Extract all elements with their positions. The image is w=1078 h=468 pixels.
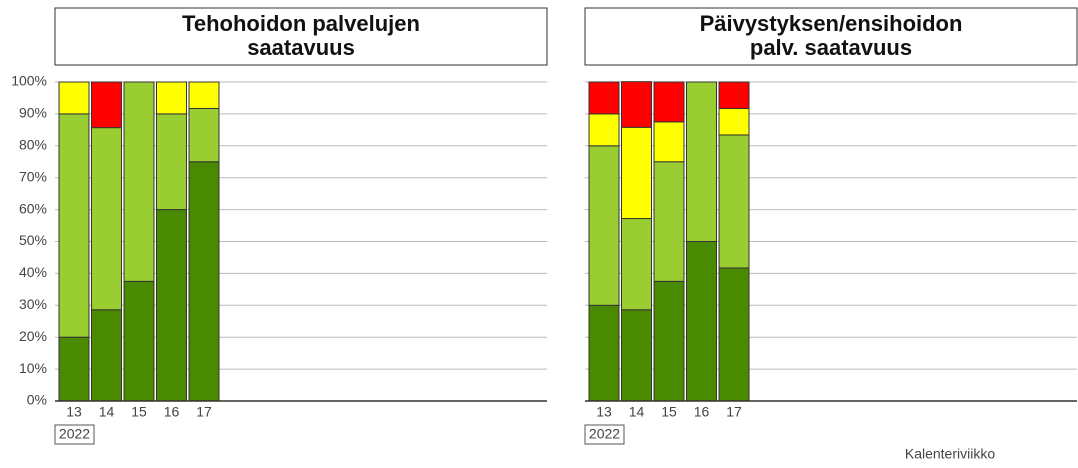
y-tick-label: 60%: [19, 200, 47, 216]
bar-segment: [91, 127, 122, 311]
bar-segment: [58, 81, 90, 115]
bar-segment: [188, 161, 220, 402]
bar-segment: [718, 81, 750, 109]
bar-segment: [653, 161, 685, 282]
chart-title: Päivystyksen/ensihoidon: [700, 11, 963, 36]
bar-segment: [686, 241, 717, 402]
x-tick-label: 15: [661, 404, 677, 420]
bar-segment: [123, 280, 155, 402]
bar-segment: [686, 81, 717, 242]
x-tick-label: 16: [694, 404, 710, 420]
x-tick-label: 14: [629, 404, 645, 420]
x-tick-label: 15: [131, 404, 147, 420]
bar-segment: [588, 304, 620, 402]
y-tick-label: 40%: [19, 264, 47, 280]
y-tick-label: 90%: [19, 105, 47, 121]
bar-segment: [621, 81, 652, 128]
bar-segment: [653, 280, 685, 402]
bar-segment: [718, 134, 750, 269]
bar-segment: [188, 107, 220, 163]
bar-segment: [188, 81, 220, 109]
x-tick-label: 16: [164, 404, 180, 420]
chart-title: palv. saatavuus: [750, 35, 912, 60]
bar-segment: [621, 309, 652, 402]
bar-segment: [718, 267, 750, 402]
chart-title: saatavuus: [247, 35, 355, 60]
bar-segment: [588, 81, 620, 115]
year-box: [54, 424, 95, 445]
bar-segment: [156, 113, 187, 211]
bar-segment: [621, 126, 652, 220]
bar-segment: [653, 121, 685, 163]
bar-segment: [156, 209, 187, 402]
x-tick-label: 13: [596, 404, 612, 420]
bar-segment: [588, 113, 620, 147]
year-box: [584, 424, 625, 445]
y-tick-label: 0%: [27, 392, 47, 408]
y-tick-label: 20%: [19, 328, 47, 344]
bar-segment: [91, 309, 122, 402]
y-tick-label: 80%: [19, 137, 47, 153]
x-tick-label: 17: [196, 404, 212, 420]
year-label: 2022: [59, 426, 90, 442]
x-tick-label: 17: [726, 404, 742, 420]
bar-segment: [58, 113, 90, 338]
y-tick-label: 50%: [19, 232, 47, 248]
title-box: [54, 7, 548, 66]
bar-segment: [58, 336, 90, 402]
bar-segment: [588, 145, 620, 306]
x-tick-label: 13: [66, 404, 82, 420]
chart-title: Tehohoidon palvelujen: [182, 11, 420, 36]
y-tick-label: 100%: [11, 73, 47, 89]
title-box: [584, 7, 1078, 66]
x-tick-label: 14: [99, 404, 115, 420]
x-axis-label: Kalenteriviikko: [905, 446, 995, 462]
bar-segment: [621, 218, 652, 311]
y-tick-label: 10%: [19, 360, 47, 376]
year-label: 2022: [589, 426, 620, 442]
bar-segment: [91, 81, 122, 129]
bar-segment: [653, 81, 685, 123]
bar-segment: [718, 107, 750, 136]
y-tick-label: 70%: [19, 168, 47, 184]
y-tick-label: 30%: [19, 296, 47, 312]
bar-segment: [156, 81, 187, 115]
bar-segment: [123, 81, 155, 282]
